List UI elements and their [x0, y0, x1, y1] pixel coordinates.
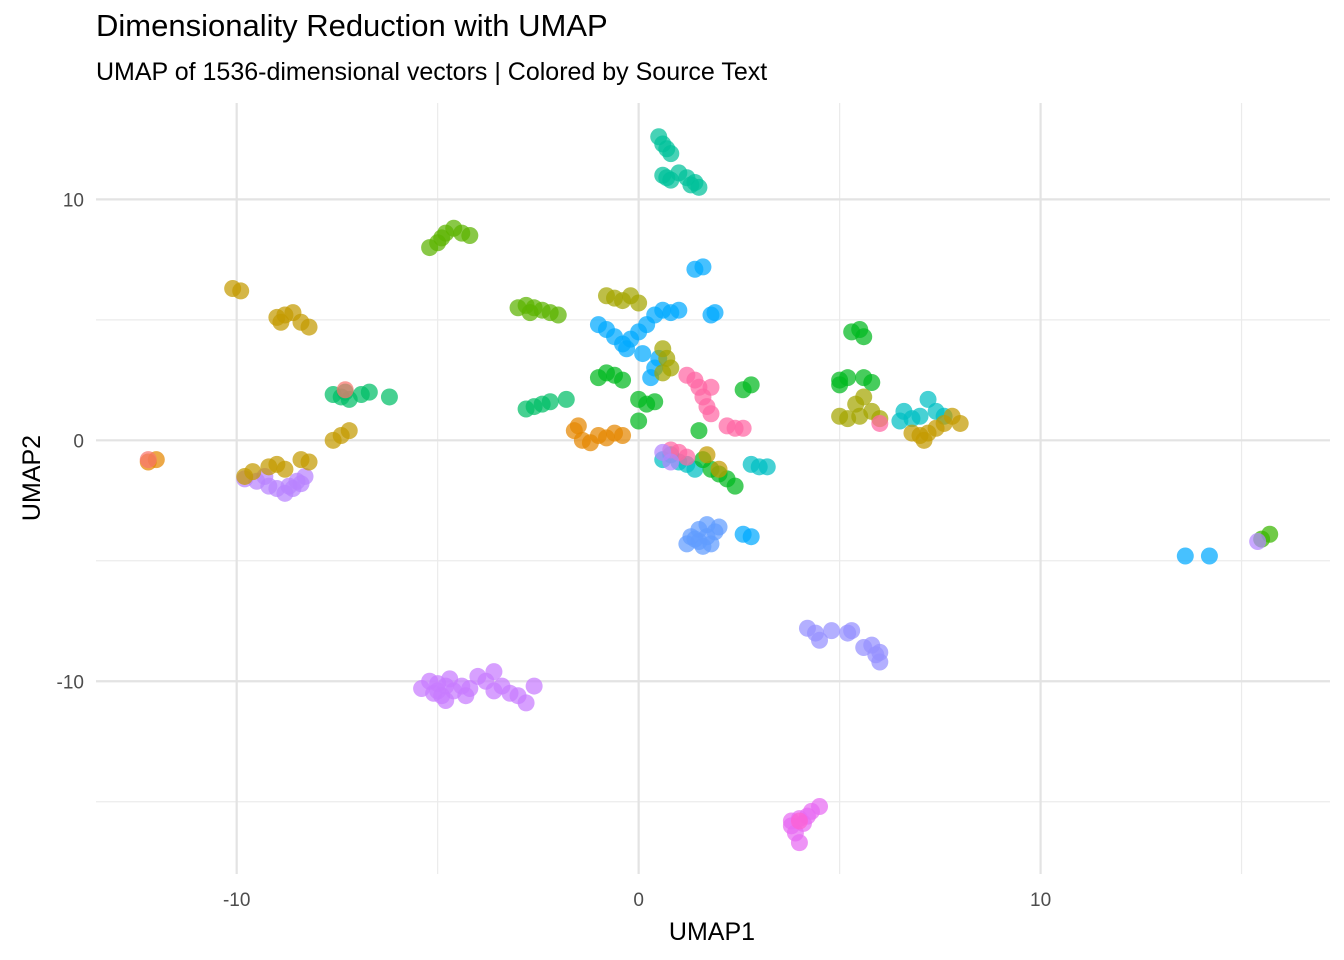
data-point	[690, 422, 708, 440]
data-point	[244, 463, 262, 481]
x-axis-title: UMAP1	[669, 918, 755, 946]
data-point	[698, 528, 716, 546]
data-point	[457, 687, 475, 705]
data-point	[702, 378, 720, 396]
data-point	[919, 390, 937, 408]
data-point	[678, 535, 696, 553]
data-point	[541, 393, 559, 411]
data-point	[549, 306, 567, 324]
data-point	[710, 460, 728, 478]
data-point	[678, 448, 696, 466]
data-point	[646, 393, 664, 411]
data-point	[823, 622, 841, 640]
data-point	[336, 381, 354, 399]
data-point	[517, 694, 535, 712]
data-point	[811, 631, 829, 649]
data-point	[300, 318, 318, 336]
data-point	[742, 528, 760, 546]
data-point	[831, 376, 849, 394]
data-point	[340, 422, 358, 440]
data-point	[891, 412, 909, 430]
data-point	[634, 345, 652, 363]
data-point	[521, 304, 539, 322]
data-point	[706, 304, 724, 322]
y-tick-label: 10	[63, 190, 84, 211]
data-point	[557, 390, 575, 408]
data-point	[630, 412, 648, 430]
data-point	[654, 364, 672, 382]
data-point	[734, 419, 752, 437]
data-point	[855, 328, 873, 346]
axis-ticks: -10 0 10 10 0 -10	[57, 190, 1052, 911]
data-point	[811, 798, 829, 816]
data-point	[867, 646, 885, 664]
data-point	[670, 301, 688, 319]
data-point	[951, 414, 969, 432]
data-point	[300, 453, 318, 471]
data-point	[863, 373, 881, 391]
data-point	[662, 145, 680, 163]
data-point	[569, 417, 587, 435]
chart-title: Dimensionality Reduction with UMAP	[96, 8, 608, 43]
data-point	[630, 294, 648, 312]
data-point	[726, 477, 744, 495]
data-point	[1249, 533, 1267, 551]
data-point	[1200, 547, 1218, 565]
data-point	[614, 371, 632, 389]
data-point	[525, 677, 543, 695]
data-point	[871, 414, 889, 432]
data-point	[280, 477, 298, 495]
data-point	[276, 460, 294, 478]
data-point	[1176, 547, 1194, 565]
grid	[96, 103, 1330, 874]
data-point	[790, 812, 808, 830]
data-point	[485, 682, 503, 700]
data-point	[843, 622, 861, 640]
data-point	[698, 446, 716, 464]
data-point	[272, 313, 290, 331]
y-tick-label: 0	[73, 431, 84, 452]
data-point	[694, 258, 712, 276]
data-point	[380, 388, 398, 406]
data-point	[614, 426, 632, 444]
data-point	[517, 400, 535, 418]
data-point	[702, 405, 720, 423]
data-point	[682, 176, 700, 194]
data-point	[662, 453, 680, 471]
data-point	[429, 682, 447, 700]
data-points	[139, 128, 1279, 852]
x-tick-label: 0	[633, 890, 644, 911]
data-point	[790, 834, 808, 852]
data-point	[461, 227, 479, 245]
y-axis-title: UMAP2	[18, 435, 46, 521]
x-tick-label: 10	[1030, 890, 1051, 911]
data-point	[758, 458, 776, 476]
data-point	[658, 169, 676, 187]
chart-subtitle: UMAP of 1536-dimensional vectors | Color…	[96, 58, 768, 86]
data-point	[911, 407, 929, 425]
data-point	[915, 431, 933, 449]
data-point	[618, 340, 636, 358]
data-point	[232, 282, 250, 300]
x-tick-label: -10	[223, 890, 250, 911]
data-point	[433, 229, 451, 247]
data-point	[742, 376, 760, 394]
y-tick-label: -10	[57, 672, 84, 693]
data-point	[855, 388, 873, 406]
data-point	[360, 383, 378, 401]
data-point	[139, 451, 157, 469]
